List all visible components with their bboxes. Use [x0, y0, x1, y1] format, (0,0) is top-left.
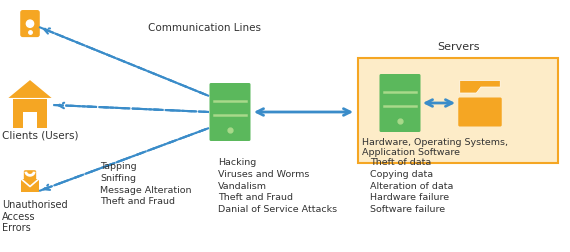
Text: Clients (Users): Clients (Users)	[2, 130, 79, 140]
FancyBboxPatch shape	[24, 170, 36, 180]
Text: Servers: Servers	[437, 42, 479, 52]
Text: Theft of data
Copying data
Alteration of data
Hardware failure
Software failure: Theft of data Copying data Alteration of…	[370, 158, 453, 214]
FancyBboxPatch shape	[210, 83, 250, 141]
FancyBboxPatch shape	[23, 112, 36, 128]
FancyBboxPatch shape	[380, 74, 421, 132]
FancyBboxPatch shape	[20, 10, 40, 37]
Text: Unauthorised
Access
Errors: Unauthorised Access Errors	[2, 200, 68, 233]
FancyBboxPatch shape	[458, 98, 502, 127]
Polygon shape	[6, 79, 54, 99]
Circle shape	[26, 20, 34, 27]
Text: Communication Lines: Communication Lines	[148, 23, 261, 33]
FancyBboxPatch shape	[13, 99, 47, 128]
Polygon shape	[460, 80, 500, 93]
FancyBboxPatch shape	[358, 58, 558, 163]
FancyBboxPatch shape	[21, 179, 39, 192]
Text: Tapping
Sniffing
Message Alteration
Theft and Fraud: Tapping Sniffing Message Alteration Thef…	[100, 162, 192, 206]
Text: Hardware, Operating Systems,
Application Software: Hardware, Operating Systems, Application…	[362, 138, 508, 158]
Text: Hacking
Viruses and Worms
Vandalism
Theft and Fraud
Danial of Service Attacks: Hacking Viruses and Worms Vandalism Thef…	[218, 158, 337, 214]
